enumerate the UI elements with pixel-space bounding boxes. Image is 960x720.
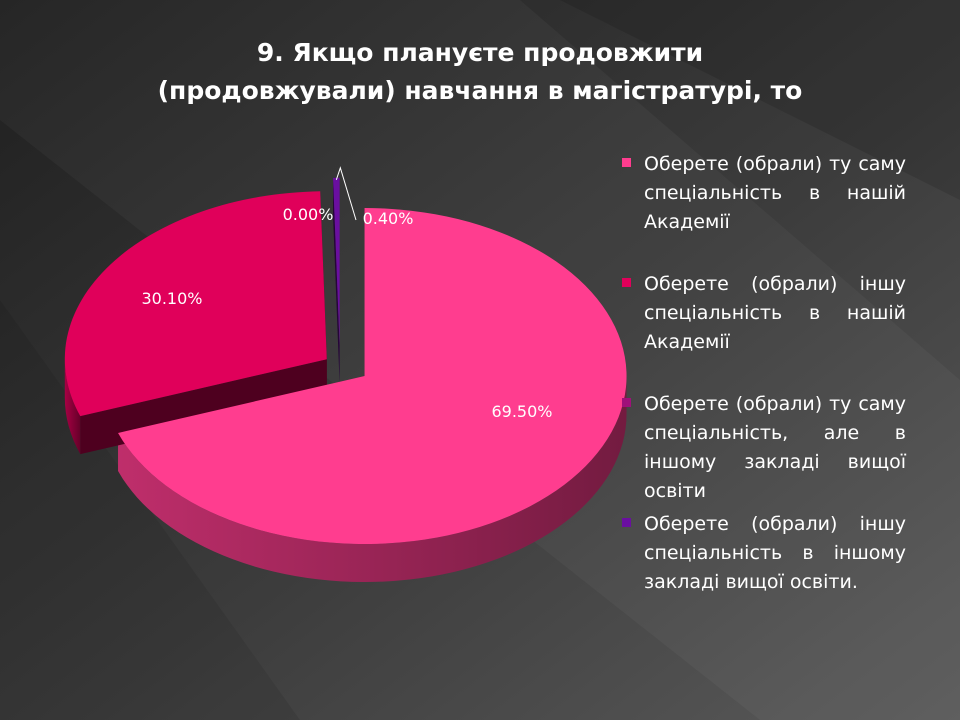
legend-label: Оберете (обрали) іншу спеціальність в ін… bbox=[644, 513, 906, 593]
legend-swatch bbox=[622, 518, 631, 527]
data-label-2: 30.10% bbox=[141, 289, 202, 308]
pie-slice-side bbox=[118, 376, 627, 583]
pie-slice-1 bbox=[118, 208, 627, 545]
legend-swatch bbox=[622, 278, 631, 287]
legend-label: Оберете (обрали) іншу спеціальність в на… bbox=[644, 273, 906, 353]
legend-label: Оберете (обрали) ту саму спеціальність, … bbox=[644, 393, 906, 502]
leader-line bbox=[335, 166, 357, 221]
chart-title: 9. Якщо плануєте продовжити (продовжувал… bbox=[110, 34, 850, 110]
legend-swatch bbox=[622, 158, 631, 167]
pie-top-faces bbox=[64, 177, 627, 545]
pie-slice-4 bbox=[333, 177, 340, 346]
data-label-1: 69.50% bbox=[491, 402, 552, 421]
pie-slice-side bbox=[64, 359, 81, 455]
chart-title-line-1: 9. Якщо плануєте продовжити bbox=[256, 38, 704, 67]
legend-label: Оберете (обрали) ту саму спеціальність в… bbox=[644, 153, 906, 233]
pie-slice-wall bbox=[333, 177, 340, 384]
pie-slice-2 bbox=[64, 191, 327, 417]
data-label-4: 0.40% bbox=[363, 209, 414, 228]
legend-swatch bbox=[622, 398, 631, 407]
data-label-3: 0.00% bbox=[283, 205, 334, 224]
chart-title-line-2: (продовжували) навчання в магістратурі, … bbox=[157, 76, 803, 105]
